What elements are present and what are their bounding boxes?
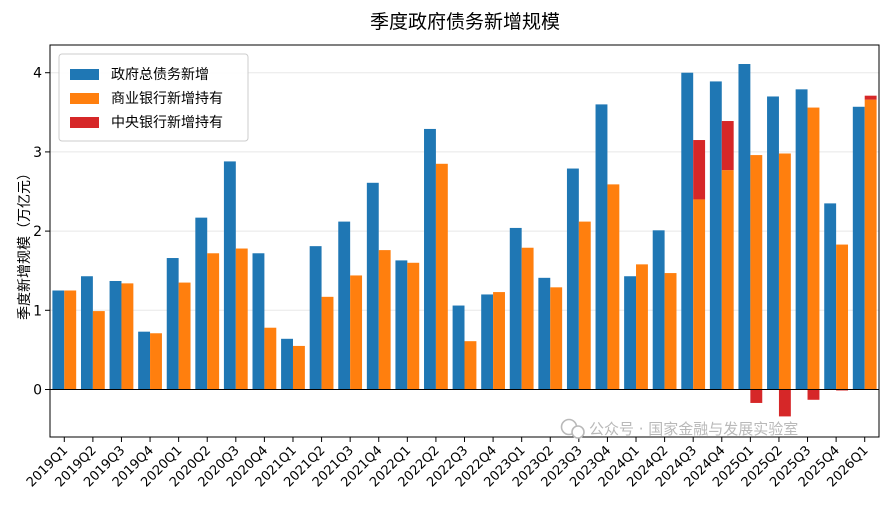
bar-gov-debt	[223, 161, 236, 390]
bar-commercial-bank	[550, 287, 563, 390]
bar-gov-debt	[481, 294, 494, 390]
legend-box	[58, 53, 249, 142]
bar-gov-debt	[338, 221, 351, 390]
bar-commercial-bank	[350, 275, 363, 390]
legend-label: 商业银行新增持有	[111, 91, 223, 107]
bar-gov-debt	[281, 338, 293, 390]
y-axis-ticks: 0 1 2 3 4	[33, 66, 50, 398]
bar-gov-debt	[652, 230, 665, 390]
bar-central-bank	[750, 389, 763, 403]
bar-gov-debt	[738, 64, 751, 390]
bar-gov-debt	[681, 72, 694, 390]
bar-central-bank	[864, 95, 877, 100]
bar-gov-debt	[52, 290, 65, 390]
y-tick-label: 2	[33, 224, 42, 240]
bar-gov-debt	[395, 260, 408, 390]
y-tick-label: 3	[33, 145, 42, 161]
bar-commercial-bank	[693, 199, 706, 390]
bar-gov-debt	[195, 217, 208, 390]
bar-central-bank	[693, 140, 706, 200]
bar-commercial-bank	[235, 248, 248, 390]
bar-gov-debt	[366, 182, 379, 390]
bar-gov-debt	[852, 106, 865, 390]
bar-commercial-bank	[207, 253, 220, 390]
bar-central-bank	[721, 121, 734, 171]
bar-commercial-bank	[64, 290, 77, 390]
bar-commercial-bank	[778, 153, 791, 390]
bar-gov-debt	[80, 276, 93, 390]
bar-commercial-bank	[807, 107, 820, 390]
bar-central-bank	[778, 389, 791, 417]
bar-commercial-bank	[121, 283, 134, 390]
bar-gov-debt	[624, 276, 637, 390]
bar-commercial-bank	[378, 250, 391, 390]
bar-gov-debt	[138, 331, 151, 390]
bar-gov-debt	[709, 81, 722, 390]
bar-gov-debt	[309, 246, 322, 390]
bar-commercial-bank	[321, 296, 334, 390]
bar-commercial-bank	[92, 311, 105, 390]
bar-gov-debt	[538, 277, 551, 390]
bar-gov-debt	[767, 96, 779, 390]
legend-swatch	[70, 69, 99, 80]
y-axis-label: 季度新增规模（万亿元）	[17, 166, 33, 320]
legend-label: 中央银行新增持有	[111, 115, 223, 131]
bar-gov-debt	[452, 305, 465, 390]
bar-commercial-bank	[435, 163, 448, 390]
bar-gov-debt	[795, 89, 808, 390]
bar-commercial-bank	[721, 170, 734, 390]
bar-commercial-bank	[493, 292, 505, 390]
bar-commercial-bank	[636, 264, 648, 390]
wechat-icon	[560, 418, 585, 439]
legend-swatch	[70, 93, 99, 104]
bar-commercial-bank	[464, 341, 477, 390]
bar-commercial-bank	[264, 327, 277, 390]
watermark: 公众号 · 国家金融与发展实验室	[560, 418, 798, 439]
watermark-text: 公众号 · 国家金融与发展实验室	[589, 420, 798, 438]
bar-commercial-bank	[664, 273, 677, 390]
bar-commercial-bank	[864, 99, 877, 390]
bar-gov-debt	[252, 253, 265, 390]
x-axis-ticks: 2019Q12019Q22019Q32019Q42020Q12020Q22020…	[24, 437, 872, 490]
bar-gov-debt	[424, 128, 436, 390]
plot-frame	[49, 44, 880, 438]
bar-commercial-bank	[521, 247, 534, 390]
bar-gov-debt	[824, 203, 837, 390]
bar-commercial-bank	[292, 345, 305, 390]
bar-commercial-bank	[578, 221, 591, 390]
y-tick-label: 1	[33, 303, 42, 319]
bar-gov-debt	[595, 104, 608, 390]
bar-commercial-bank	[178, 282, 191, 390]
y-tick-label: 0	[33, 382, 42, 398]
bar-gov-debt	[109, 280, 122, 390]
bar-commercial-bank	[607, 184, 620, 390]
chart-title: 季度政府债务新增规模	[370, 11, 560, 33]
bar-commercial-bank	[750, 155, 763, 390]
legend-swatch	[70, 117, 99, 128]
legend-label: 政府总债务新增	[111, 67, 209, 83]
bar-gov-debt	[509, 227, 522, 390]
bars	[52, 64, 877, 417]
bar-commercial-bank	[150, 333, 162, 390]
bar-central-bank	[807, 389, 820, 400]
bar-gov-debt	[166, 258, 179, 390]
bar-gov-debt	[566, 168, 579, 390]
y-tick-label: 4	[33, 66, 42, 82]
bar-commercial-bank	[836, 244, 849, 390]
bar-commercial-bank	[407, 262, 420, 390]
